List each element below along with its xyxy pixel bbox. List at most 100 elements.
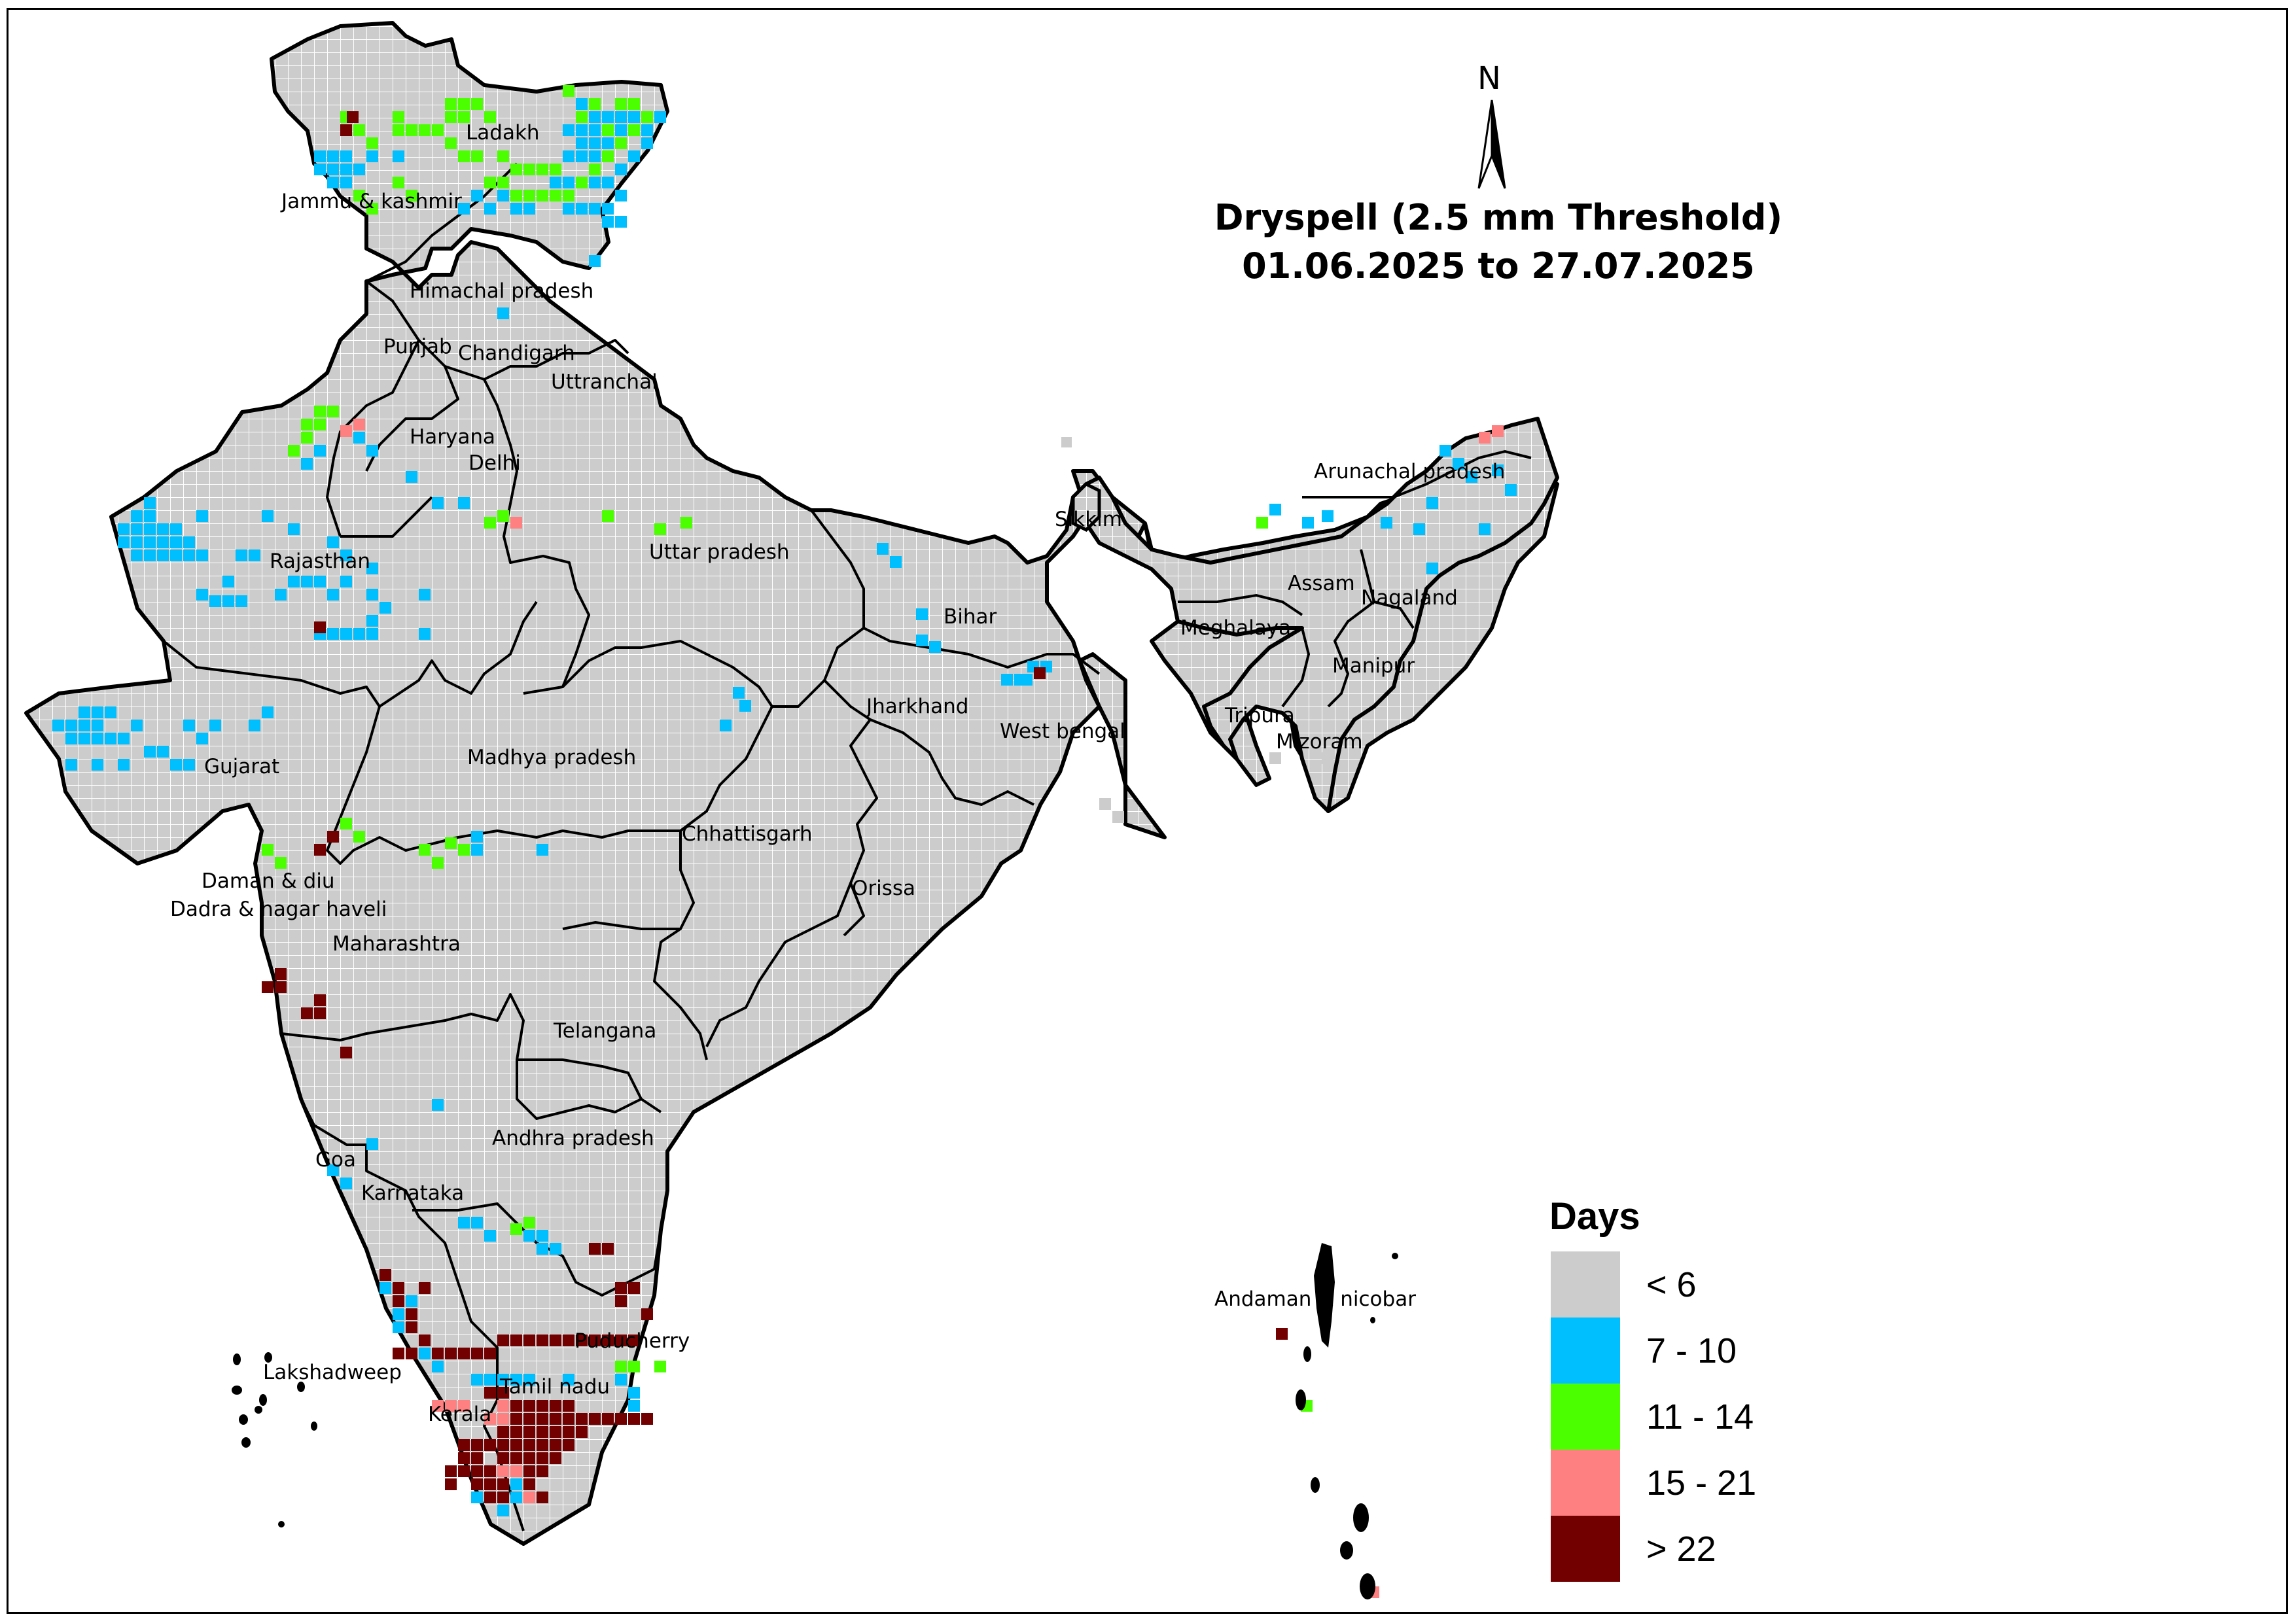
dryspell-cell bbox=[497, 1400, 509, 1412]
dryspell-cell bbox=[484, 1387, 496, 1399]
dryspell-cell bbox=[262, 844, 274, 856]
dryspell-cell bbox=[157, 536, 169, 548]
legend-row: > 22 bbox=[1551, 1516, 1756, 1582]
dryspell-cell bbox=[1302, 517, 1314, 529]
dryspell-cell bbox=[393, 150, 404, 162]
dryspell-cell bbox=[340, 818, 352, 829]
dryspell-cell bbox=[340, 164, 352, 175]
dryspell-cell bbox=[301, 458, 313, 470]
dryspell-cells bbox=[52, 85, 1517, 1598]
dryspell-cell bbox=[327, 177, 339, 188]
dryspell-cell bbox=[641, 111, 653, 123]
dryspell-cell bbox=[576, 1426, 588, 1438]
dryspell-cell bbox=[458, 1465, 470, 1477]
dryspell-cell bbox=[366, 563, 378, 574]
dryspell-cell bbox=[471, 1348, 483, 1359]
dryspell-cell bbox=[406, 1295, 417, 1307]
dryspell-cell bbox=[471, 98, 483, 110]
dryspell-cell bbox=[445, 1465, 457, 1477]
dryspell-cell bbox=[314, 445, 326, 457]
dryspell-cell bbox=[366, 150, 378, 162]
dryspell-cell bbox=[1505, 484, 1517, 496]
dryspell-cell bbox=[602, 1413, 614, 1425]
dryspell-cell bbox=[484, 1492, 496, 1503]
dryspell-cell bbox=[510, 1452, 522, 1464]
dryspell-cell bbox=[275, 981, 287, 993]
dryspell-cell bbox=[131, 536, 143, 548]
dryspell-cell bbox=[118, 759, 130, 771]
label-himachal-pradesh: Himachal pradesh bbox=[410, 279, 593, 303]
label-lakshadweep: Lakshadweep bbox=[263, 1361, 402, 1384]
dryspell-cell bbox=[550, 1426, 561, 1438]
dryspell-cell bbox=[249, 550, 260, 561]
dryspell-cell bbox=[65, 733, 77, 744]
dryspell-cell bbox=[288, 445, 300, 457]
dryspell-cell bbox=[563, 1400, 574, 1412]
dryspell-cell bbox=[327, 628, 339, 640]
dryspell-cell bbox=[353, 628, 365, 640]
dryspell-cell bbox=[589, 203, 601, 215]
dryspell-cell bbox=[144, 550, 156, 561]
dryspell-cell bbox=[537, 190, 548, 201]
dryspell-cell bbox=[576, 98, 588, 110]
dryspell-cell bbox=[615, 1335, 627, 1346]
dryspell-cell bbox=[523, 203, 535, 215]
dryspell-cell bbox=[419, 1282, 431, 1294]
dryspell-cell bbox=[563, 124, 574, 136]
dryspell-cell bbox=[236, 595, 247, 607]
state-borders bbox=[162, 162, 1101, 1531]
dryspell-cell bbox=[497, 1478, 509, 1490]
dryspell-cell bbox=[523, 1217, 535, 1229]
dryspell-cell bbox=[497, 1387, 509, 1399]
dryspell-cell bbox=[510, 1413, 522, 1425]
dryspell-cell bbox=[262, 510, 274, 522]
dryspell-cell bbox=[484, 177, 496, 188]
dryspell-cell bbox=[523, 1413, 535, 1425]
dryspell-cell bbox=[537, 1400, 548, 1412]
dryspell-cell bbox=[458, 497, 470, 509]
dryspell-cell bbox=[406, 1348, 417, 1359]
label-tamil-nadu: Tamil nadu bbox=[499, 1375, 610, 1399]
title-line-1: Dryspell (2.5 mm Threshold) bbox=[1214, 197, 1783, 238]
dryspell-cell bbox=[628, 1335, 640, 1346]
north-arrow-icon bbox=[1477, 99, 1506, 189]
label-punjab: Punjab bbox=[383, 335, 452, 358]
map-title: Dryspell (2.5 mm Threshold) 01.06.2025 t… bbox=[1112, 194, 1884, 290]
dryspell-cell bbox=[602, 1335, 614, 1346]
dryspell-cell bbox=[471, 1217, 483, 1229]
dryspell-cell bbox=[1021, 674, 1033, 686]
dryspell-cell bbox=[471, 1374, 483, 1386]
dryspell-cell bbox=[340, 1047, 352, 1058]
label-andaman-nicobar: Andaman & nicobar bbox=[1214, 1287, 1416, 1311]
dryspell-cell bbox=[118, 523, 130, 535]
dryspell-cell bbox=[288, 576, 300, 587]
dryspell-cell bbox=[419, 844, 431, 856]
dryspell-cell bbox=[615, 1361, 627, 1372]
dryspell-cell bbox=[393, 1308, 404, 1320]
dryspell-cell bbox=[563, 190, 574, 201]
dryspell-cell bbox=[366, 628, 378, 640]
dryspell-cell bbox=[393, 177, 404, 188]
dryspell-cell bbox=[877, 543, 889, 555]
legend-swatch bbox=[1551, 1251, 1620, 1318]
dryspell-cell bbox=[497, 1335, 509, 1346]
dryspell-cell bbox=[563, 85, 574, 97]
dryspell-cell bbox=[314, 406, 326, 417]
dryspell-cell bbox=[288, 523, 300, 535]
dryspell-cell bbox=[497, 150, 509, 162]
dryspell-cell bbox=[340, 576, 352, 587]
dryspell-cell bbox=[327, 150, 339, 162]
dryspell-cell bbox=[92, 707, 103, 718]
dryspell-cell bbox=[510, 1478, 522, 1490]
dryspell-cell bbox=[615, 98, 627, 110]
dryspell-cell bbox=[445, 1400, 457, 1412]
dryspell-cell bbox=[445, 1478, 457, 1490]
dryspell-cell bbox=[432, 1348, 444, 1359]
dryspell-cell bbox=[523, 1426, 535, 1438]
dryspell-cell bbox=[510, 517, 522, 529]
dryspell-cell bbox=[537, 1335, 548, 1346]
dryspell-cell bbox=[576, 1335, 588, 1346]
dryspell-cell bbox=[497, 190, 509, 201]
dryspell-cell bbox=[432, 857, 444, 869]
dryspell-cell bbox=[523, 1478, 535, 1490]
